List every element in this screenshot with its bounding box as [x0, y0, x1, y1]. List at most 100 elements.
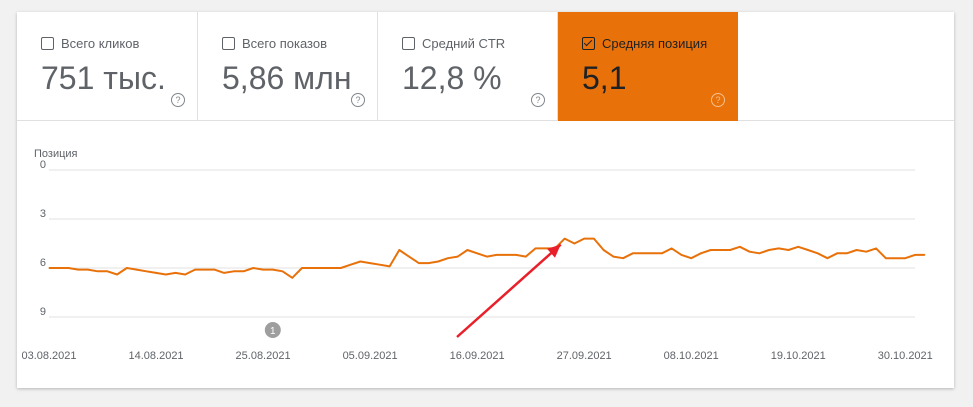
data-point: [690, 257, 692, 259]
data-point: [106, 270, 108, 272]
data-point: [281, 270, 284, 272]
data-point: [729, 249, 731, 251]
data-point: [710, 249, 712, 251]
data-point: [496, 254, 498, 256]
data-point: [291, 277, 293, 279]
metric-ctr-label: Средний CTR: [422, 36, 506, 51]
data-point: [398, 249, 400, 251]
x-tick-label: 27.09.2021: [557, 350, 612, 362]
data-point: [389, 265, 391, 267]
checkbox-ctr[interactable]: [402, 37, 415, 50]
annotation-marker: [264, 322, 281, 338]
data-point: [272, 269, 274, 271]
metric-position-value: 5,1: [582, 60, 627, 96]
data-point: [846, 252, 848, 254]
data-point: [856, 249, 858, 251]
performance-card: Всего кликов 751 тыс. ? Всего показов 5,…: [17, 12, 954, 388]
y-axis-title: Позиция: [34, 148, 78, 160]
red-arrow-head: [547, 244, 561, 258]
data-point: [924, 254, 926, 256]
data-point: [136, 269, 138, 271]
data-point: [233, 270, 235, 272]
data-point: [700, 252, 702, 254]
data-point: [97, 270, 99, 272]
data-point: [320, 267, 322, 269]
data-point: [797, 246, 799, 248]
data-point: [184, 273, 186, 276]
data-point: [544, 247, 546, 249]
series-line: [49, 237, 925, 279]
y-tick-label: 0: [40, 159, 46, 171]
data-point: [48, 267, 50, 269]
data-point: [369, 262, 371, 264]
help-icon[interactable]: ?: [351, 93, 365, 107]
checkbox-clicks[interactable]: [41, 37, 54, 50]
data-point: [661, 252, 663, 254]
help-icon[interactable]: ?: [171, 93, 185, 107]
data-point: [515, 254, 517, 256]
data-point: [787, 249, 790, 251]
red-arrow: [456, 243, 562, 338]
annotation-label: 1: [270, 326, 276, 337]
data-point: [768, 249, 770, 251]
x-tick-label: 14.08.2021: [129, 350, 184, 362]
data-point: [67, 267, 70, 269]
data-point: [301, 267, 303, 269]
data-point: [885, 257, 887, 259]
data-point: [87, 269, 89, 271]
data-point: [223, 272, 225, 274]
data-point: [243, 270, 245, 272]
help-icon[interactable]: ?: [531, 93, 545, 107]
data-point: [427, 262, 430, 264]
y-tick-label: 3: [40, 208, 46, 220]
data-point: [350, 264, 352, 266]
metric-ctr[interactable]: Средний CTR 12,8 % ?: [378, 12, 558, 121]
data-point: [145, 270, 147, 272]
data-point: [642, 252, 644, 254]
x-tick-label: 25.08.2021: [236, 350, 291, 362]
data-point: [340, 267, 342, 269]
data-point: [330, 267, 332, 269]
x-tick-label: 30.10.2021: [878, 350, 933, 362]
data-point: [116, 273, 118, 276]
data-point: [593, 238, 595, 240]
data-point: [749, 251, 751, 253]
data-point: [632, 252, 634, 254]
checkbox-impressions[interactable]: [222, 37, 235, 50]
checkbox-position[interactable]: [582, 37, 595, 50]
data-point: [155, 272, 157, 274]
x-tick-label: 05.09.2021: [343, 350, 398, 362]
metric-position-label: Средняя позиция: [602, 36, 708, 51]
data-point: [612, 256, 615, 258]
data-point: [622, 257, 624, 259]
data-point: [466, 249, 468, 251]
data-point: [807, 249, 809, 251]
data-point: [262, 269, 264, 271]
x-tick-label: 16.09.2021: [450, 350, 505, 362]
data-point: [904, 257, 906, 259]
data-point: [58, 267, 60, 269]
data-point: [583, 238, 585, 240]
data-point: [836, 252, 838, 254]
y-tick-label: 9: [40, 306, 46, 318]
data-point: [826, 257, 829, 259]
data-point: [447, 257, 449, 259]
metric-clicks[interactable]: Всего кликов 751 тыс. ?: [17, 12, 198, 121]
data-point: [680, 254, 683, 256]
data-point: [564, 238, 566, 240]
data-point: [875, 247, 877, 249]
help-icon[interactable]: ?: [711, 93, 725, 107]
data-point: [486, 256, 488, 258]
data-point: [534, 247, 537, 249]
data-point: [894, 257, 897, 259]
metric-position[interactable]: Средняя позиция 5,1 ?: [558, 12, 738, 121]
data-point: [457, 256, 459, 258]
data-point: [418, 262, 420, 264]
data-point: [525, 256, 527, 258]
data-point: [719, 249, 722, 251]
data-point: [914, 254, 916, 256]
data-point: [671, 247, 673, 249]
data-point: [739, 246, 741, 248]
metric-impressions[interactable]: Всего показов 5,86 млн ?: [198, 12, 378, 121]
